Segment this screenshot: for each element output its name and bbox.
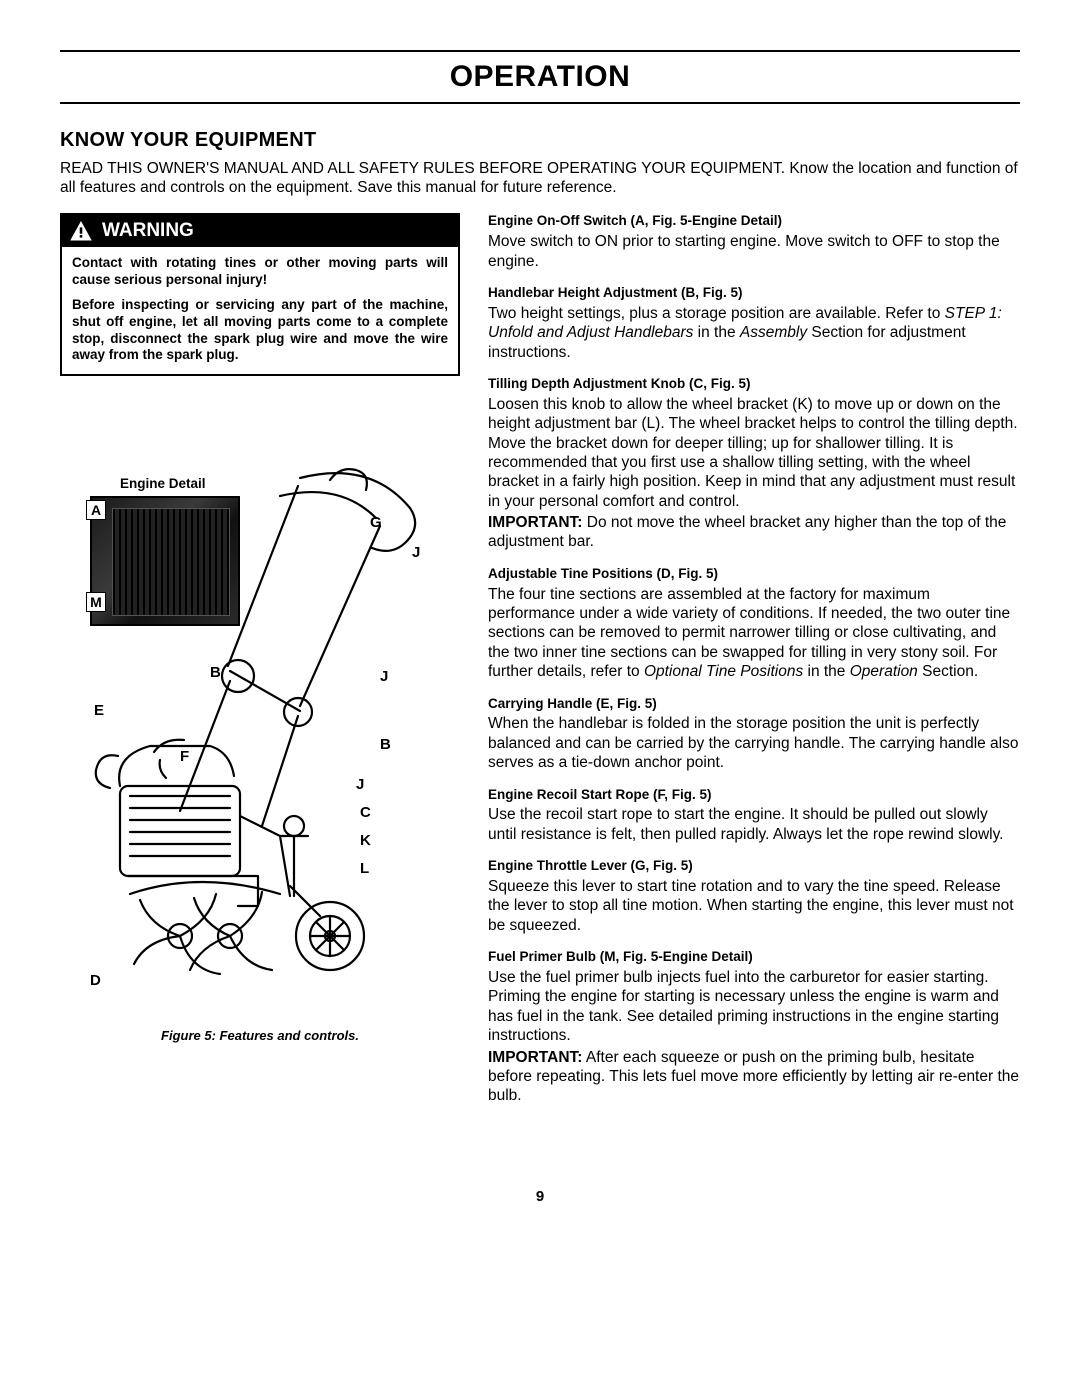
feature-heading-1: Handlebar Height Adjustment (B, Fig. 5) xyxy=(488,285,1020,302)
feature-body-5: Use the recoil start rope to start the e… xyxy=(488,805,1020,844)
feature-heading-0: Engine On-Off Switch (A, Fig. 5-Engine D… xyxy=(488,213,1020,230)
callout-K: K xyxy=(360,832,371,851)
feature-heading-6: Engine Throttle Lever (G, Fig. 5) xyxy=(488,858,1020,875)
callout-L: L xyxy=(360,860,369,879)
feature-body-6: Squeeze this lever to start tine rotatio… xyxy=(488,877,1020,935)
engine-detail-label: Engine Detail xyxy=(120,476,206,493)
page-title: OPERATION xyxy=(60,56,1020,104)
callout-G: G xyxy=(370,514,382,533)
callout-J-1: J xyxy=(412,544,420,563)
page-number: 9 xyxy=(60,1188,1020,1207)
callout-C: C xyxy=(360,804,371,823)
feature-important-7: IMPORTANT: After each squeeze or push on… xyxy=(488,1048,1020,1106)
feature-body-1: Two height settings, plus a storage posi… xyxy=(488,304,1020,362)
figure-5: Engine Detail A M G J B J E B F J C K L … xyxy=(60,396,460,1016)
warning-p2: Before inspecting or servicing any part … xyxy=(72,297,448,365)
callout-A: A xyxy=(86,500,106,520)
feature-body-2: Loosen this knob to allow the wheel brac… xyxy=(488,395,1020,511)
feature-heading-3: Adjustable Tine Positions (D, Fig. 5) xyxy=(488,566,1020,583)
callout-M: M xyxy=(86,592,106,612)
feature-body-3: The four tine sections are assembled at … xyxy=(488,585,1020,682)
callout-F: F xyxy=(180,748,189,767)
feature-body-7: Use the fuel primer bulb injects fuel in… xyxy=(488,968,1020,1046)
intro-text: READ THIS OWNER'S MANUAL AND ALL SAFETY … xyxy=(60,159,1020,198)
section-title: Know Your Equipment xyxy=(60,128,1020,153)
feature-heading-4: Carrying Handle (E, Fig. 5) xyxy=(488,696,1020,713)
warning-header: WARNING xyxy=(62,215,458,247)
callout-J-2: J xyxy=(380,668,388,687)
callout-B-1: B xyxy=(210,664,221,683)
callout-B-2: B xyxy=(380,736,391,755)
callout-E: E xyxy=(94,702,104,721)
figure-caption: Figure 5: Features and controls. xyxy=(60,1028,460,1044)
callout-J-3: J xyxy=(356,776,364,795)
feature-body-0: Move switch to ON prior to starting engi… xyxy=(488,232,1020,271)
warning-triangle-icon xyxy=(70,221,92,241)
feature-heading-2: Tilling Depth Adjustment Knob (C, Fig. 5… xyxy=(488,376,1020,393)
feature-body-4: When the handlebar is folded in the stor… xyxy=(488,714,1020,772)
feature-heading-5: Engine Recoil Start Rope (F, Fig. 5) xyxy=(488,787,1020,804)
feature-heading-7: Fuel Primer Bulb (M, Fig. 5-Engine Detai… xyxy=(488,949,1020,966)
features-column: Engine On-Off Switch (A, Fig. 5-Engine D… xyxy=(488,213,1020,1107)
feature-important-2: IMPORTANT: Do not move the wheel bracket… xyxy=(488,513,1020,552)
warning-box: WARNING Contact with rotating tines or o… xyxy=(60,213,460,376)
engine-detail-inset xyxy=(90,496,240,626)
warning-p1: Contact with rotating tines or other mov… xyxy=(72,255,448,289)
warning-header-text: WARNING xyxy=(102,219,194,243)
callout-D: D xyxy=(90,972,101,991)
